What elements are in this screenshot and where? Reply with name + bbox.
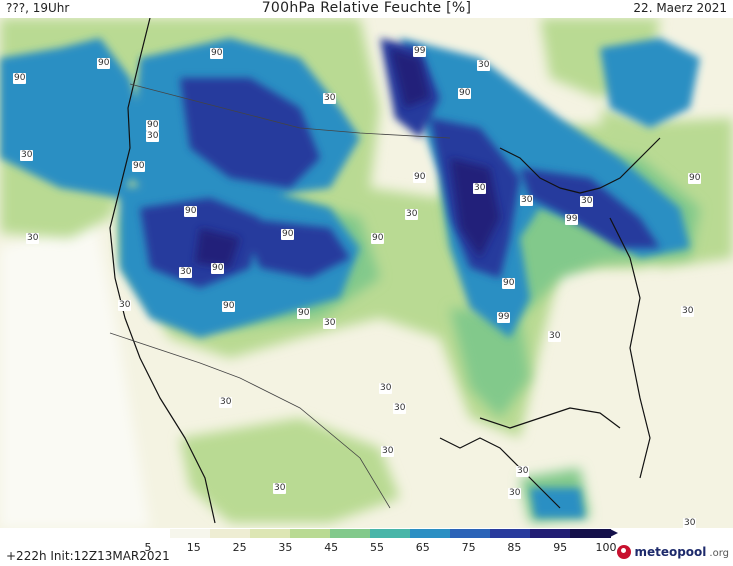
legend-swatch bbox=[130, 529, 171, 538]
legend-tick-label: 15 bbox=[186, 541, 201, 554]
legend-tick-label: 35 bbox=[278, 541, 293, 554]
contour-label: 99 bbox=[413, 46, 427, 57]
legend-tick-label: 100 bbox=[595, 541, 617, 554]
legend-tick-label: 95 bbox=[553, 541, 568, 554]
legend-tick-label: 55 bbox=[370, 541, 384, 554]
contour-label: 30 bbox=[219, 397, 233, 408]
contour-label: 30 bbox=[20, 150, 34, 161]
legend-swatch bbox=[530, 529, 571, 538]
contour-label: 30 bbox=[323, 93, 337, 104]
legend-tick-label: 85 bbox=[507, 541, 522, 554]
legend-swatch bbox=[170, 529, 211, 538]
contour-label: 30 bbox=[548, 331, 562, 342]
contour-label: 30 bbox=[516, 466, 530, 477]
legend-tick-label: 45 bbox=[324, 541, 339, 554]
legend-swatch bbox=[330, 529, 371, 538]
header-time: ???, 19Uhr bbox=[6, 1, 70, 15]
contour-label: 30 bbox=[273, 483, 287, 494]
contour-label: 90 bbox=[413, 172, 427, 183]
legend-swatch bbox=[450, 529, 491, 538]
logo-suffix: .org bbox=[709, 547, 729, 559]
contour-label: 30 bbox=[393, 403, 407, 414]
legend-swatch bbox=[250, 529, 291, 538]
contour-label: 90 bbox=[13, 73, 27, 84]
legend-swatch bbox=[210, 529, 251, 538]
map-title: 700hPa Relative Feuchte [%] bbox=[261, 0, 472, 16]
contour-label: 30 bbox=[323, 318, 337, 329]
contour-label: 30 bbox=[473, 183, 487, 194]
legend-swatch bbox=[370, 529, 411, 538]
contour-label: 99 bbox=[565, 214, 579, 225]
color-scale-bar bbox=[130, 529, 618, 538]
humidity-field bbox=[0, 18, 733, 528]
legend-tick-label: 65 bbox=[415, 541, 430, 554]
contour-label: 90 bbox=[132, 161, 146, 172]
contour-label: 90 bbox=[281, 229, 295, 240]
logo-text: meteopool bbox=[634, 545, 707, 559]
contour-label: 90 bbox=[502, 278, 516, 289]
contour-label: 30 bbox=[118, 300, 132, 311]
legend-swatch bbox=[290, 529, 331, 538]
legend-tick-label: 5 bbox=[144, 541, 152, 554]
contour-label: 90 bbox=[458, 88, 472, 99]
legend-swatch bbox=[490, 529, 531, 538]
contour-label: 90 bbox=[210, 48, 224, 59]
contour-label: 99 bbox=[497, 312, 511, 323]
contour-label: 30 bbox=[477, 60, 491, 71]
legend-tick-label: 25 bbox=[232, 541, 247, 554]
contour-label: 90 bbox=[297, 308, 311, 319]
contour-label: 90 bbox=[184, 206, 198, 217]
contour-label: 90 bbox=[688, 173, 702, 184]
contour-label: 30 bbox=[146, 131, 160, 142]
contour-label: 30 bbox=[26, 233, 40, 244]
contour-label: 30 bbox=[580, 196, 594, 207]
header-date: 22. Maerz 2021 bbox=[633, 1, 727, 15]
contour-label: 30 bbox=[379, 383, 393, 394]
contour-label: 30 bbox=[520, 195, 534, 206]
legend-tick-label: 75 bbox=[461, 541, 476, 554]
legend-swatch bbox=[410, 529, 451, 538]
humidity-map: 90 90 99 30 90 90 30 90 30 30 90 90 30 90 30 30 30 99 90 90… bbox=[0, 18, 733, 528]
contour-label: 90 bbox=[222, 301, 236, 312]
legend-arrow bbox=[610, 529, 618, 537]
contour-label: 90 bbox=[97, 58, 111, 69]
contour-label: 90 bbox=[371, 233, 385, 244]
contour-label: 90 bbox=[211, 263, 225, 274]
meteopool-logo[interactable]: meteopool .org bbox=[617, 545, 729, 559]
logo-icon bbox=[617, 545, 632, 559]
legend-swatch bbox=[570, 529, 611, 538]
contour-label: 90 bbox=[146, 120, 160, 131]
contour-label: 30 bbox=[381, 446, 395, 457]
contour-label: 30 bbox=[405, 209, 419, 220]
contour-label: 30 bbox=[681, 306, 695, 317]
contour-label: 30 bbox=[508, 488, 522, 499]
run-info: +222h Init:12Z13MAR2021 bbox=[6, 549, 170, 563]
contour-label: 30 bbox=[683, 518, 697, 528]
contour-label: 30 bbox=[179, 267, 193, 278]
